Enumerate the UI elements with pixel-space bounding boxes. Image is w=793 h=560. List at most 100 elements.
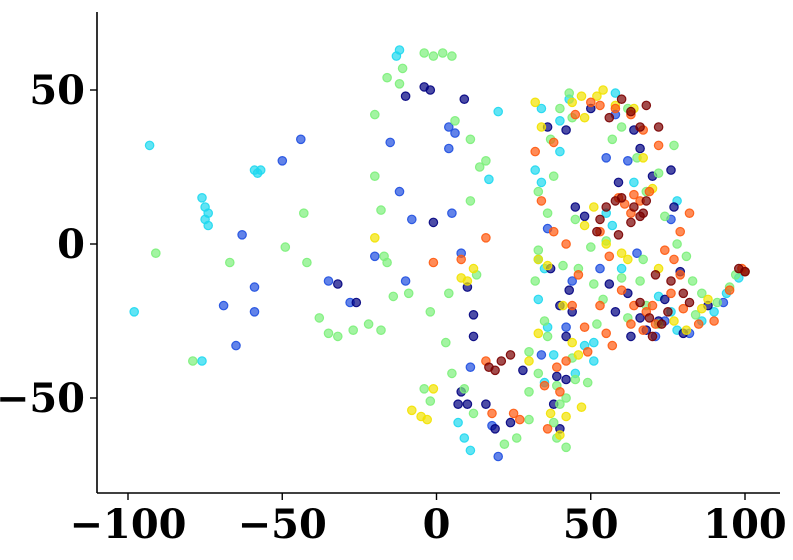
data-point-light_green <box>447 368 457 379</box>
data-point-light_green <box>659 211 670 222</box>
data-point-orange <box>428 257 439 268</box>
data-point-cyan <box>533 294 544 305</box>
data-point-light_green <box>669 140 679 151</box>
data-point-light_green <box>363 319 374 329</box>
data-point-yellow <box>462 276 473 286</box>
data-point-cyan <box>709 306 719 317</box>
data-point-orange <box>514 414 525 425</box>
data-point-dark_red <box>635 122 645 132</box>
data-point-yellow <box>696 303 707 314</box>
data-point-dark_navy <box>428 217 439 228</box>
data-point-yellow <box>681 325 692 335</box>
data-point-light_green <box>539 316 550 326</box>
y-tick-label: 0 <box>57 221 85 268</box>
data-point-dark_navy <box>626 331 636 342</box>
data-point-yellow <box>622 254 633 265</box>
data-point-light_green <box>588 279 599 289</box>
y-tick-label: −50 <box>0 375 85 422</box>
data-point-orange <box>684 208 695 218</box>
data-point-cyan <box>555 146 565 157</box>
data-point-blue <box>406 214 417 225</box>
data-point-blue <box>567 276 577 286</box>
data-point-orange <box>555 386 565 397</box>
data-point-light_green <box>687 276 698 286</box>
data-point-light_green <box>151 248 161 258</box>
data-point-light_green <box>499 439 510 449</box>
data-point-light_green <box>419 48 429 58</box>
data-point-light_green <box>564 88 574 98</box>
data-point-blue <box>295 134 306 145</box>
data-point-light_green <box>382 72 392 83</box>
data-point-dark_red <box>601 202 611 212</box>
data-point-light_green <box>428 51 439 61</box>
data-point-orange <box>542 423 553 434</box>
data-points-layer <box>129 45 750 462</box>
data-point-light_green <box>188 356 198 366</box>
data-point-light_green <box>369 109 380 120</box>
data-point-dark_navy <box>459 94 470 104</box>
data-point-yellow <box>588 202 599 212</box>
data-point-light_green <box>561 393 571 403</box>
data-point-cyan <box>536 177 547 188</box>
data-point-yellow <box>428 383 439 394</box>
data-point-light_green <box>582 377 593 388</box>
data-point-light_green <box>298 208 309 218</box>
data-point-light_green <box>348 325 358 335</box>
y-ticks: −50 0 50 <box>0 67 97 422</box>
data-point-orange <box>659 245 670 255</box>
data-point-light_green <box>419 383 429 394</box>
data-point-light_green <box>570 374 581 385</box>
data-point-light_green <box>592 319 602 329</box>
data-point-light_green <box>280 242 291 252</box>
data-point-dark_red <box>626 217 636 228</box>
data-point-blue <box>394 186 405 197</box>
data-point-blue <box>443 122 454 132</box>
data-point-yellow <box>533 328 544 339</box>
data-point-light_green <box>437 48 448 58</box>
data-point-light_green <box>443 288 454 299</box>
data-point-light_green <box>369 171 380 181</box>
data-point-dark_navy <box>561 374 571 385</box>
data-point-yellow <box>545 408 556 419</box>
data-point-orange <box>724 285 735 295</box>
data-point-light_green <box>616 122 627 132</box>
data-point-cyan <box>144 140 155 151</box>
data-point-light_green <box>425 396 436 406</box>
data-point-orange <box>561 239 571 249</box>
data-point-dark_red <box>629 202 639 212</box>
data-point-light_green <box>314 313 325 323</box>
data-point-dark_navy <box>659 294 670 305</box>
data-point-dark_navy <box>604 279 615 289</box>
data-point-cyan <box>459 433 470 443</box>
data-point-dark_red <box>641 100 652 111</box>
data-point-light_green <box>555 103 565 114</box>
data-point-dark_navy <box>570 202 581 212</box>
data-point-light_green <box>481 156 491 166</box>
data-point-light_green <box>474 162 485 172</box>
data-point-dark_navy <box>481 399 491 409</box>
data-point-cyan <box>616 263 627 274</box>
data-point-dark_red <box>684 297 695 308</box>
data-point-light_green <box>681 251 692 262</box>
data-point-cyan <box>530 165 540 175</box>
data-point-dark_red <box>666 276 676 286</box>
data-point-yellow <box>422 414 432 425</box>
data-point-light_green <box>397 63 408 74</box>
data-point-dark_navy <box>561 125 571 135</box>
data-point-yellow <box>579 112 590 123</box>
data-point-dark_navy <box>400 91 411 101</box>
data-point-orange <box>579 322 590 332</box>
data-point-light_green <box>653 168 664 178</box>
data-point-yellow <box>542 260 553 271</box>
data-point-orange <box>644 186 655 197</box>
data-point-orange <box>595 300 605 311</box>
data-point-light_green <box>548 417 559 428</box>
axes <box>96 12 780 494</box>
data-point-blue <box>465 362 476 372</box>
data-point-orange <box>604 251 615 262</box>
data-point-orange <box>539 380 550 391</box>
data-point-light_green <box>511 433 522 443</box>
data-point-dark_red <box>638 208 648 218</box>
data-point-blue <box>400 276 411 286</box>
